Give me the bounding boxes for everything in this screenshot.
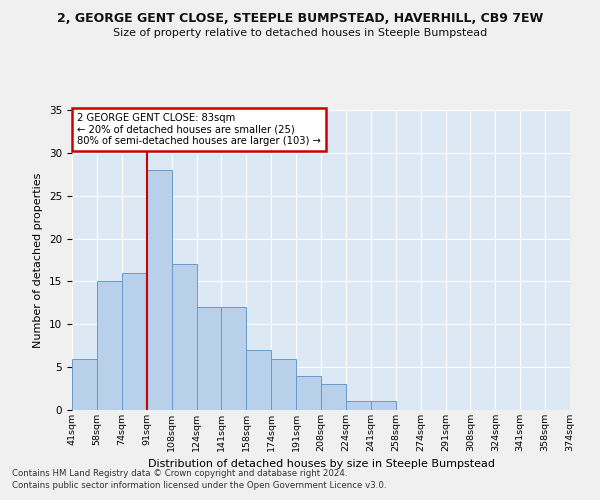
Y-axis label: Number of detached properties: Number of detached properties [34,172,43,348]
Text: Contains public sector information licensed under the Open Government Licence v3: Contains public sector information licen… [12,481,386,490]
Bar [122,273,147,410]
Bar [296,376,321,410]
Bar [346,402,371,410]
Bar [172,264,197,410]
Text: 2 GEORGE GENT CLOSE: 83sqm
← 20% of detached houses are smaller (25)
80% of semi: 2 GEORGE GENT CLOSE: 83sqm ← 20% of deta… [77,113,321,146]
Bar [271,358,296,410]
X-axis label: Distribution of detached houses by size in Steeple Bumpstead: Distribution of detached houses by size … [148,460,494,469]
Bar [321,384,346,410]
Bar [247,350,271,410]
Bar [72,358,97,410]
Text: Size of property relative to detached houses in Steeple Bumpstead: Size of property relative to detached ho… [113,28,487,38]
Bar [97,282,122,410]
Bar [146,170,172,410]
Bar [371,402,396,410]
Text: 2, GEORGE GENT CLOSE, STEEPLE BUMPSTEAD, HAVERHILL, CB9 7EW: 2, GEORGE GENT CLOSE, STEEPLE BUMPSTEAD,… [57,12,543,26]
Bar [221,307,247,410]
Bar [197,307,221,410]
Text: Contains HM Land Registry data © Crown copyright and database right 2024.: Contains HM Land Registry data © Crown c… [12,468,347,477]
